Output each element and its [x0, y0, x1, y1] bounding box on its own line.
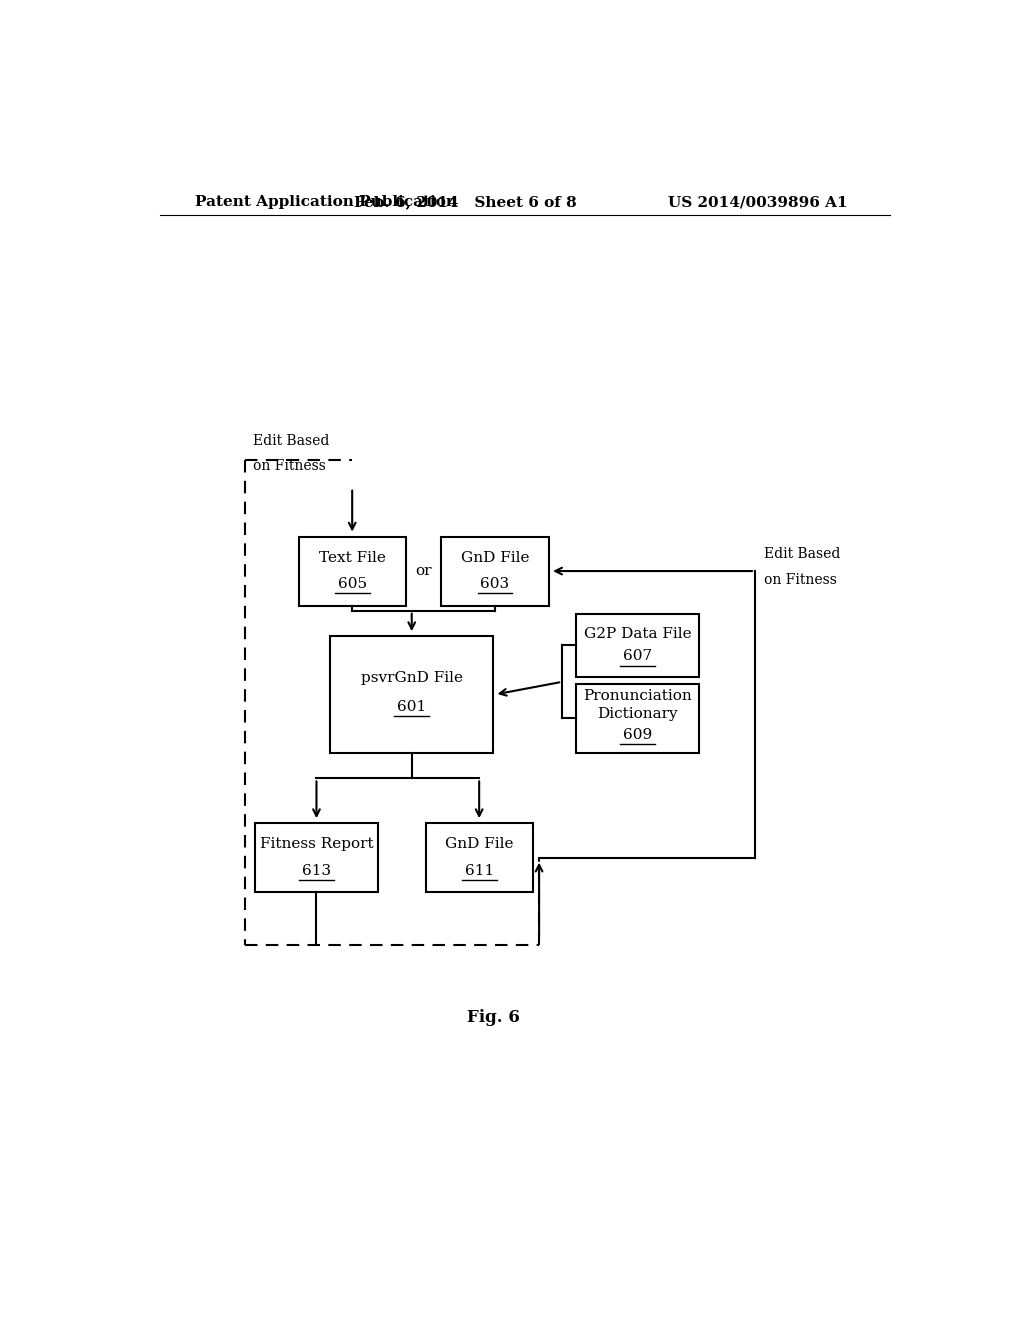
Text: Feb. 6, 2014   Sheet 6 of 8: Feb. 6, 2014 Sheet 6 of 8	[354, 195, 577, 209]
Text: Fig. 6: Fig. 6	[467, 1008, 519, 1026]
Text: Dictionary: Dictionary	[598, 708, 678, 721]
Text: Pronunciation: Pronunciation	[584, 689, 692, 704]
Text: or: or	[416, 564, 432, 578]
Text: psvrGnD File: psvrGnD File	[360, 672, 463, 685]
Text: Text File: Text File	[318, 550, 386, 565]
Text: Edit Based: Edit Based	[765, 546, 841, 561]
Text: G2P Data File: G2P Data File	[584, 627, 691, 642]
Text: Patent Application Publication: Patent Application Publication	[196, 195, 458, 209]
FancyBboxPatch shape	[426, 824, 532, 892]
Text: on Fitness: on Fitness	[253, 459, 327, 474]
Text: 611: 611	[465, 863, 494, 878]
Text: Edit Based: Edit Based	[253, 434, 330, 447]
Text: Fitness Report: Fitness Report	[260, 837, 374, 851]
FancyBboxPatch shape	[255, 824, 378, 892]
FancyBboxPatch shape	[577, 614, 699, 677]
Text: 613: 613	[302, 863, 331, 878]
Text: 607: 607	[624, 649, 652, 664]
Text: on Fitness: on Fitness	[765, 573, 838, 587]
FancyBboxPatch shape	[299, 536, 406, 606]
Text: US 2014/0039896 A1: US 2014/0039896 A1	[668, 195, 847, 209]
Text: 601: 601	[397, 700, 426, 714]
Text: GnD File: GnD File	[444, 837, 513, 851]
Text: GnD File: GnD File	[461, 550, 529, 565]
Text: 603: 603	[480, 577, 510, 591]
FancyBboxPatch shape	[441, 536, 549, 606]
FancyBboxPatch shape	[331, 636, 494, 752]
FancyBboxPatch shape	[577, 684, 699, 752]
Text: 609: 609	[624, 727, 652, 742]
Text: 605: 605	[338, 577, 367, 591]
